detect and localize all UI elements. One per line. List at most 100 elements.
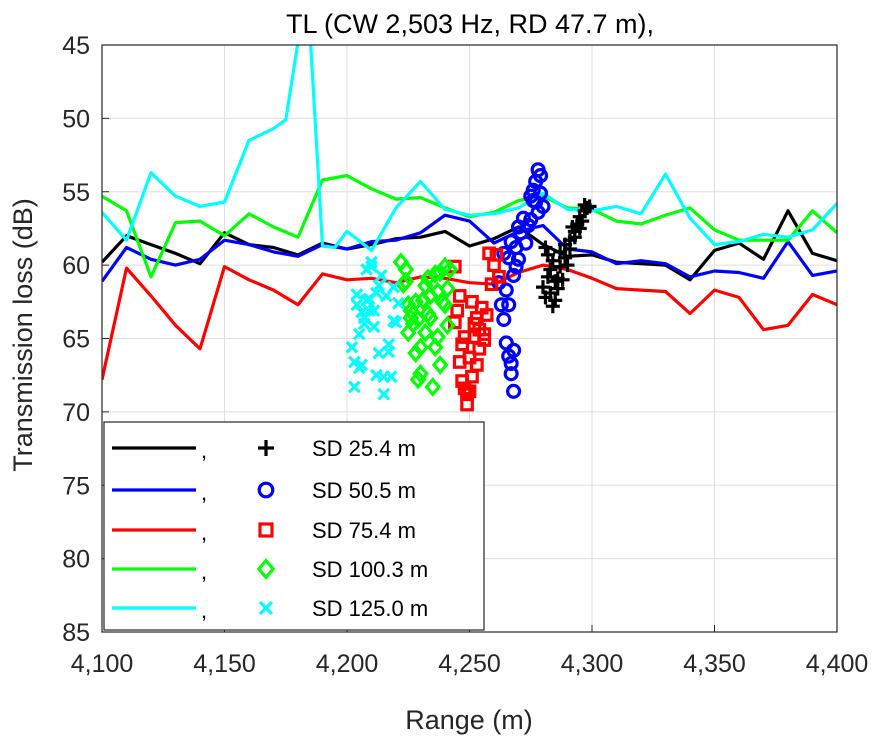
data-point <box>370 368 383 382</box>
data-point <box>506 267 522 283</box>
legend-model-label: , <box>201 559 207 584</box>
y-tick-labels: 45 50 55 60 65 70 75 80 85 <box>62 32 109 647</box>
legend-model-label: , <box>201 598 207 623</box>
data-point <box>540 247 555 262</box>
legend-box <box>103 421 485 631</box>
data-point <box>492 270 506 284</box>
x-tick-label: 4,250 <box>438 650 501 678</box>
data-point <box>347 380 361 394</box>
model-line-1 <box>102 209 837 282</box>
data-point <box>575 214 590 229</box>
data-point <box>360 293 373 307</box>
data-point <box>532 168 549 184</box>
data-point <box>399 322 417 343</box>
data-point <box>365 260 378 273</box>
legend-marker-swatch <box>258 440 274 456</box>
data-point <box>508 259 524 275</box>
data-point <box>455 374 469 388</box>
data-point <box>530 204 546 220</box>
data-point <box>543 286 558 301</box>
data-point <box>347 355 361 369</box>
y-tick-label: 85 <box>62 619 90 647</box>
data-point <box>572 221 587 236</box>
x-tick-label: 4,350 <box>683 650 746 678</box>
x-tick-label: 4,300 <box>561 650 624 678</box>
data-point <box>465 294 479 309</box>
y-tick-label: 45 <box>62 32 90 60</box>
y-tick-label: 65 <box>62 326 90 354</box>
legend-model-label: , <box>201 520 207 545</box>
data-point <box>426 264 444 284</box>
legend-series-label: SD 75.4 m <box>312 518 416 543</box>
data-point <box>545 299 560 314</box>
legend: , SD 25.4 m, SD 50.5 m, SD 75.4 m, SD 100.3 … <box>103 421 485 631</box>
data-point <box>477 333 492 347</box>
data-point <box>550 281 565 296</box>
model-lines <box>102 45 837 380</box>
legend-marker-swatch <box>256 558 276 580</box>
data-point <box>493 297 509 313</box>
data-point <box>345 340 359 354</box>
data-point <box>412 337 429 358</box>
data-point <box>439 278 456 299</box>
model-line-5 <box>102 45 837 252</box>
measured-series-3 <box>447 246 506 412</box>
data-point <box>462 384 477 399</box>
data-point <box>501 297 517 313</box>
data-point <box>496 311 512 327</box>
data-point <box>392 296 405 310</box>
x-axis-label: Range (m) <box>405 705 533 735</box>
legend-model-label: , <box>201 480 207 505</box>
data-point <box>355 358 369 372</box>
data-point <box>357 311 371 325</box>
data-point <box>350 288 364 301</box>
x-tick-label: 4,150 <box>193 650 256 678</box>
model-line-3 <box>102 263 837 380</box>
data-point <box>374 269 388 282</box>
data-point <box>365 255 378 269</box>
y-axis-label: Transmission loss (dB) <box>8 198 38 472</box>
legend-marker-swatch <box>258 600 274 616</box>
legend-marker-swatch <box>258 522 274 538</box>
data-point <box>503 355 519 371</box>
data-point <box>508 239 524 256</box>
data-point <box>503 366 519 382</box>
data-point <box>409 309 427 330</box>
data-point <box>498 282 514 298</box>
data-point <box>460 387 474 402</box>
measured-series-1 <box>536 197 597 314</box>
data-point <box>538 240 553 255</box>
data-point <box>562 233 577 248</box>
data-point <box>424 377 442 397</box>
data-point <box>441 259 459 280</box>
model-line-2 <box>102 213 837 283</box>
data-point <box>431 355 449 375</box>
data-point <box>407 291 424 312</box>
legend-series-label: SD 50.5 m <box>312 478 416 503</box>
data-point <box>577 197 592 212</box>
data-point <box>452 355 467 369</box>
legend-series-label: SD 100.3 m <box>312 557 428 582</box>
data-point <box>372 279 386 293</box>
data-point <box>536 280 550 295</box>
measured-series-5 <box>345 255 405 401</box>
data-point <box>510 219 527 235</box>
data-point <box>419 268 437 289</box>
data-point <box>407 343 424 363</box>
legend-series-label: SD 125.0 m <box>312 596 428 621</box>
data-point <box>455 337 469 352</box>
data-point <box>548 274 563 289</box>
y-tick-label: 50 <box>62 105 90 133</box>
x-tick-label: 4,400 <box>806 650 869 678</box>
legend-model-label: , <box>201 438 207 463</box>
data-point <box>452 289 467 303</box>
data-point <box>506 342 522 358</box>
y-tick-label: 80 <box>62 546 90 574</box>
data-point <box>352 327 366 341</box>
legend-marker-swatch <box>257 481 275 499</box>
y-tick-label: 60 <box>62 252 90 280</box>
data-point <box>350 298 364 312</box>
measured-series-4 <box>392 252 459 397</box>
data-point <box>382 337 396 351</box>
